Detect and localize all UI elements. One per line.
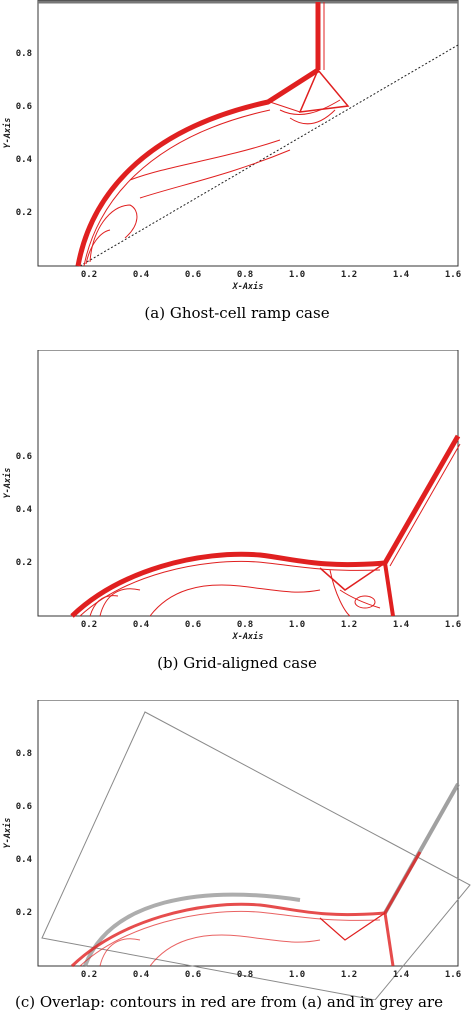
x-tick-label: 0.8 xyxy=(237,970,253,980)
y-tick-labels: 0.2 0.4 0.6 0.8 xyxy=(16,49,33,218)
x-tick-label: 1.0 xyxy=(289,270,305,280)
plot-frame xyxy=(37,0,459,267)
x-tick-label: 1.6 xyxy=(445,970,461,980)
contour-line xyxy=(279,99,341,116)
x-tick-label: 0.6 xyxy=(185,270,201,280)
mach-stem xyxy=(383,912,395,967)
contour-line xyxy=(129,139,281,181)
x-tick-label: 0.6 xyxy=(185,620,201,630)
y-axis-title: Y-Axis xyxy=(2,818,13,849)
x-axis-title: X-Axis xyxy=(232,631,264,642)
figure-panel-b: 0.2 0.4 0.6 0.2 0.4 0.6 0.8 1.0 1.2 1.4 … xyxy=(0,350,474,672)
contour-line xyxy=(89,204,138,263)
bow-shock xyxy=(70,551,386,618)
y-tick-label: 0.6 xyxy=(16,102,32,112)
oblique-shock xyxy=(382,434,461,565)
x-tick-labels: 0.2 0.4 0.6 0.8 1.0 1.2 1.4 1.6 xyxy=(81,270,461,280)
ramp-line xyxy=(79,44,459,267)
figure-panel-a: 0.2 0.4 0.6 0.8 0.2 0.4 0.6 0.8 1.0 1.2 … xyxy=(0,0,474,322)
oblique-shock xyxy=(383,851,422,914)
caption-c: (c) Overlap: contours in red are from (a… xyxy=(15,993,443,1011)
contour-line xyxy=(389,443,461,567)
y-tick-labels: 0.2 0.4 0.6 0.8 xyxy=(16,749,33,918)
y-tick-labels: 0.2 0.4 0.6 xyxy=(16,452,33,568)
contour-plot-a: 0.2 0.4 0.6 0.8 0.2 0.4 0.6 0.8 1.0 1.2 … xyxy=(2,0,461,292)
x-tick-labels: 0.2 0.4 0.6 0.8 1.0 1.2 1.4 1.6 xyxy=(81,620,461,630)
contour-line xyxy=(99,588,141,617)
contour-line xyxy=(149,934,321,967)
x-tick-label: 1.0 xyxy=(289,620,305,630)
y-tick-label: 0.4 xyxy=(16,155,33,165)
mach-stem xyxy=(383,562,395,617)
contour-line xyxy=(89,595,119,617)
contour-line xyxy=(339,589,381,609)
x-axis-title: X-Axis xyxy=(232,281,264,292)
x-tick-label: 0.8 xyxy=(237,620,253,630)
contour-line xyxy=(85,229,111,265)
x-tick-label: 0.6 xyxy=(185,970,201,980)
x-tick-label: 1.2 xyxy=(341,270,357,280)
x-tick-label: 1.6 xyxy=(445,620,461,630)
triple-point-structure xyxy=(319,562,386,591)
y-tick-label: 0.4 xyxy=(16,855,33,865)
y-axis-title: Y-Axis xyxy=(2,118,13,149)
x-tick-label: 1.4 xyxy=(393,620,410,630)
plot-frame xyxy=(37,350,459,617)
x-tick-label: 1.4 xyxy=(393,270,410,280)
contour-plot-b: 0.2 0.4 0.6 0.2 0.4 0.6 0.8 1.0 1.2 1.4 … xyxy=(2,350,461,642)
x-tick-label: 0.8 xyxy=(237,270,253,280)
plot-frame xyxy=(37,700,459,967)
contour-line xyxy=(329,569,351,617)
contour-line xyxy=(79,560,381,617)
contour-line xyxy=(149,584,321,617)
bow-shock xyxy=(70,902,386,968)
y-axis-title: Y-Axis xyxy=(2,468,13,499)
x-tick-label: 0.2 xyxy=(81,970,97,980)
x-tick-label: 0.2 xyxy=(81,270,97,280)
x-tick-labels: 0.2 0.4 0.6 0.8 1.0 1.2 1.4 1.6 xyxy=(81,970,461,980)
x-tick-label: 1.2 xyxy=(341,970,357,980)
grey-bow-shock xyxy=(83,892,301,967)
triple-point-structure xyxy=(319,912,386,941)
x-tick-label: 0.2 xyxy=(81,620,97,630)
contour-line xyxy=(99,938,141,967)
x-tick-label: 0.4 xyxy=(133,970,150,980)
y-tick-label: 0.4 xyxy=(16,505,33,515)
y-tick-label: 0.8 xyxy=(16,749,32,759)
contour-line xyxy=(139,149,291,199)
y-tick-label: 0.8 xyxy=(16,49,32,59)
x-tick-label: 0.4 xyxy=(133,270,150,280)
caption-a: (a) Ghost-cell ramp case xyxy=(144,304,330,322)
contour-plot-c: 0.2 0.4 0.6 0.8 0.2 0.4 0.6 0.8 1.0 1.2 … xyxy=(2,700,471,1000)
y-tick-label: 0.2 xyxy=(16,558,32,568)
x-tick-label: 1.2 xyxy=(341,620,357,630)
caption-b: (b) Grid-aligned case xyxy=(157,654,317,672)
x-tick-label: 1.0 xyxy=(289,970,305,980)
contour-line xyxy=(354,595,376,609)
x-tick-label: 1.6 xyxy=(445,270,461,280)
figure-panel-c: 0.2 0.4 0.6 0.8 0.2 0.4 0.6 0.8 1.0 1.2 … xyxy=(0,700,474,1015)
y-tick-label: 0.6 xyxy=(16,452,32,462)
contour-line xyxy=(269,69,319,113)
x-tick-label: 1.4 xyxy=(393,970,410,980)
y-tick-label: 0.2 xyxy=(16,908,32,918)
y-tick-label: 0.6 xyxy=(16,802,32,812)
rotated-frame xyxy=(41,711,471,1000)
y-tick-label: 0.2 xyxy=(16,208,32,218)
x-tick-label: 0.4 xyxy=(133,620,150,630)
contour-line xyxy=(83,109,271,267)
contour-line xyxy=(79,910,381,967)
contour-line xyxy=(289,109,336,125)
bow-shock xyxy=(75,67,320,267)
